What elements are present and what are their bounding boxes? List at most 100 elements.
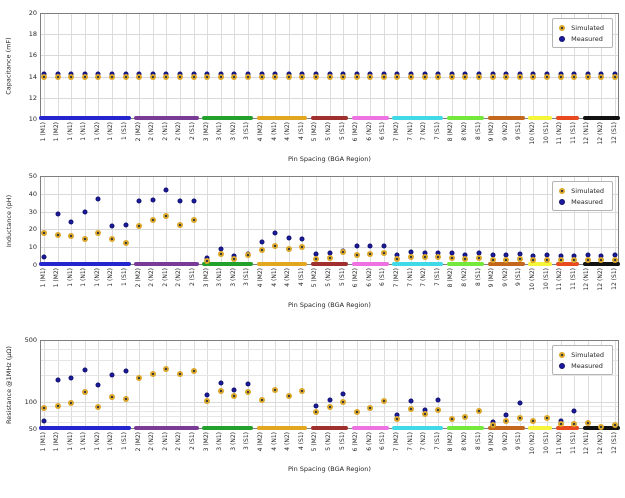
measured-point <box>299 236 305 242</box>
simulated-point <box>244 73 251 80</box>
measured-point <box>163 366 169 372</box>
vertical-gridline <box>179 176 181 265</box>
bottom-spine <box>40 118 619 119</box>
legend-item: Measured <box>559 196 604 207</box>
measured-point <box>299 388 305 394</box>
vertical-gridline <box>397 340 399 429</box>
vertical-gridline <box>356 13 358 119</box>
simulated-point <box>95 404 102 411</box>
simulated-point <box>516 256 523 263</box>
x-tick-label: 2 (N1) <box>161 432 169 451</box>
top-spine <box>40 340 619 341</box>
vertical-gridline <box>152 13 154 119</box>
x-tick-label: 3 (N1) <box>216 268 224 287</box>
x-tick-label: 1 (N1) <box>66 122 74 141</box>
y-axis-label: Resistance @1MHz (μΩ) <box>5 345 14 424</box>
x-tick-label: 7 (N2) <box>420 268 428 287</box>
measured-point <box>231 387 237 393</box>
measured-point <box>259 239 265 245</box>
simulated-point <box>516 73 523 80</box>
x-tick-label: 4 (M2) <box>257 432 265 452</box>
vertical-gridline <box>560 340 562 429</box>
x-tick-label: 9 (N2) <box>501 268 509 287</box>
measured-point <box>340 248 346 254</box>
x-tick-label: 7 (N1) <box>406 122 414 141</box>
y-tick-label: 30 <box>28 207 37 216</box>
x-tick-label: 1 (M2) <box>53 122 61 142</box>
measured-point <box>41 254 47 260</box>
simulated-point <box>367 73 374 80</box>
y-tick-label: 40 <box>28 189 37 198</box>
measured-point <box>327 250 332 256</box>
bga-region-bar-1 <box>39 426 131 430</box>
x-tick-label: 6 (N2) <box>365 432 373 451</box>
measured-point <box>136 198 142 204</box>
y-tick-label: 50 <box>28 424 37 433</box>
simulated-point <box>353 408 360 415</box>
x-axis-label: Pin Spacing (BGA Region) <box>288 155 371 163</box>
x-tick-label: 5 (N2) <box>325 268 332 287</box>
vertical-gridline <box>98 176 100 265</box>
vertical-gridline <box>247 13 249 119</box>
x-tick-label: 10 (N2) <box>528 122 536 145</box>
measured-point <box>490 419 496 425</box>
simulated-point <box>489 256 496 263</box>
vertical-gridline <box>152 176 154 265</box>
measured-point <box>530 71 536 77</box>
simulated-point <box>95 73 102 80</box>
bga-region-bar-10 <box>528 116 553 120</box>
measured-point <box>408 71 414 77</box>
simulated-point <box>408 405 415 412</box>
x-tick-label: 7 (S1) <box>433 432 441 451</box>
vertical-gridline <box>288 13 290 119</box>
vertical-gridline <box>424 340 426 429</box>
bga-region-bar-11 <box>555 116 580 120</box>
measured-point <box>381 71 387 77</box>
major-gridline <box>40 97 619 99</box>
vertical-gridline <box>587 13 589 119</box>
simulated-point <box>176 221 183 228</box>
x-tick-label: 11 (S1) <box>569 432 577 454</box>
simulated-point <box>435 407 442 414</box>
x-tick-label: 9 (N2) <box>501 122 509 141</box>
vertical-gridline <box>57 176 59 265</box>
measured-point <box>191 198 197 204</box>
legend-label: Simulated <box>571 186 604 195</box>
y-tick-label: 14 <box>28 72 37 81</box>
vertical-gridline <box>220 13 222 119</box>
simulated-point <box>530 418 537 425</box>
x-tick-label: 9 (M2) <box>488 268 496 288</box>
simulated-point <box>435 73 442 80</box>
measured-point <box>449 416 455 422</box>
measured-point <box>571 408 577 414</box>
x-tick-label: 8 (S1) <box>474 122 482 141</box>
y-tick-label: 12 <box>28 93 37 102</box>
bga-region-bar-12 <box>582 262 620 266</box>
vertical-gridline <box>275 176 277 265</box>
legend-label: Measured <box>571 197 603 206</box>
vertical-gridline <box>533 13 535 119</box>
simulated-point <box>136 73 143 80</box>
measured-point <box>394 252 400 258</box>
x-tick-label: 8 (M2) <box>447 268 455 288</box>
x-tick-label: 5 (M2) <box>311 268 319 288</box>
x-tick-label: 7 (M2) <box>392 432 400 452</box>
vertical-gridline <box>479 13 481 119</box>
x-tick-label: 1 (S1) <box>121 122 129 141</box>
measured-point <box>95 196 101 202</box>
measured-point <box>462 71 468 77</box>
x-tick-label: 7 (N1) <box>406 268 414 287</box>
x-tick-label: 2 (N2) <box>175 432 183 451</box>
vertical-gridline <box>479 340 481 429</box>
simulated-point <box>190 368 197 375</box>
left-spine <box>40 176 41 265</box>
measured-point <box>327 397 332 403</box>
vertical-gridline <box>207 340 209 429</box>
measured-point <box>544 71 550 77</box>
measured-point <box>408 249 414 255</box>
simulated-point <box>54 402 61 409</box>
x-tick-label: 3 (M2) <box>202 432 210 452</box>
bga-region-bar-8 <box>446 262 485 266</box>
simulated-point <box>163 73 170 80</box>
simulated-point <box>612 73 618 80</box>
